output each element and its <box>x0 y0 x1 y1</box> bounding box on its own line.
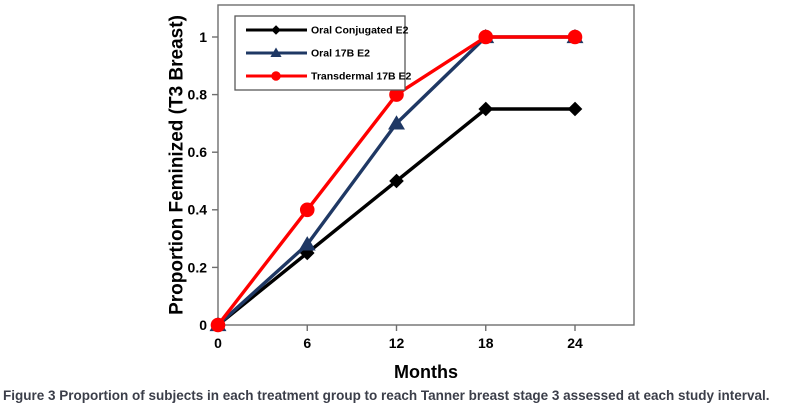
legend-label-oral-17b-e2: Oral 17B E2 <box>311 48 370 60</box>
x-tick-label: 24 <box>567 335 583 351</box>
data-point-oral-17b-e2 <box>388 115 405 130</box>
y-tick-label: 0.2 <box>188 259 208 275</box>
x-tick-label: 6 <box>303 335 311 351</box>
legend-marker-transdermal-17b-e2 <box>271 71 281 81</box>
line-chart: Proportion Feminized (T3 Breast) Months … <box>167 4 635 382</box>
data-point-transdermal-17b-e2 <box>478 29 494 45</box>
figure-caption: Figure 3 Proportion of subjects in each … <box>3 387 793 405</box>
y-tick-label: 0.8 <box>188 87 208 103</box>
x-tick-label: 12 <box>389 335 405 351</box>
data-point-transdermal-17b-e2 <box>299 202 315 218</box>
data-point-oral-17b-e2 <box>298 236 316 251</box>
data-point-transdermal-17b-e2 <box>210 317 226 333</box>
data-point-oral-conjugated-e2 <box>478 101 494 117</box>
y-tick-label: 1 <box>199 29 207 45</box>
series-line-oral-conjugated-e2 <box>216 107 577 327</box>
x-tick-label: 0 <box>214 335 222 351</box>
x-tick-label: 18 <box>478 335 494 351</box>
y-tick-label: 0.4 <box>188 202 208 218</box>
y-tick-label: 0.6 <box>188 144 208 160</box>
figure-caption-text: Proportion of subjects in each treatment… <box>59 388 770 403</box>
data-point-oral-conjugated-e2 <box>567 101 583 117</box>
y-tick-label: 0 <box>199 317 207 333</box>
legend-label-transdermal-17b-e2: Transdermal 17B E2 <box>311 71 412 83</box>
y-axis-title: Proportion Feminized (T3 Breast) <box>167 15 188 315</box>
legend-marker-oral-conjugated-e2 <box>271 25 281 35</box>
x-axis-title: Months <box>394 362 458 382</box>
data-point-transdermal-17b-e2 <box>567 29 583 45</box>
plot-border <box>217 4 635 326</box>
figure-caption-label: Figure 3 <box>3 388 56 403</box>
legend-marker-oral-17b-e2 <box>270 47 282 57</box>
legend-label-oral-conjugated-e2: Oral Conjugated E2 <box>311 25 409 37</box>
data-point-oral-conjugated-e2 <box>389 173 404 189</box>
